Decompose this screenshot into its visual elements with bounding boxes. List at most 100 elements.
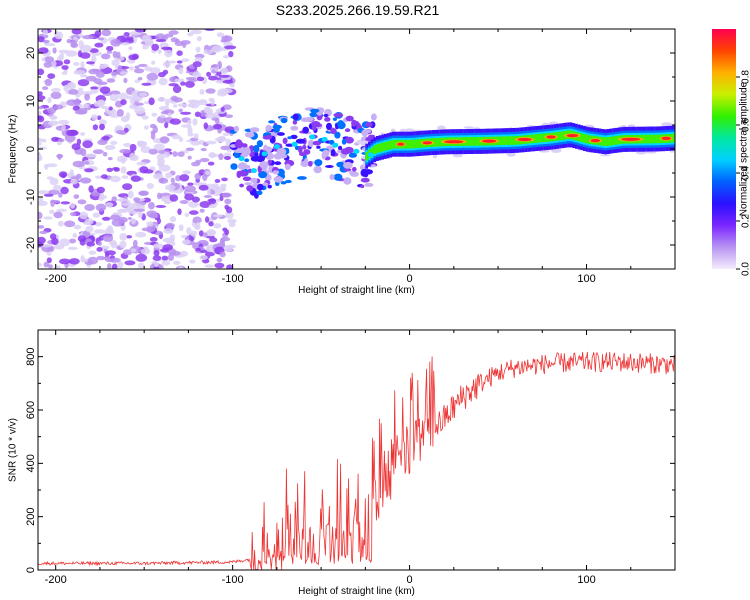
heatmap-noise-blob [130,248,137,253]
heatmap-noise-blob [189,210,199,215]
heatmap-noise-blob [95,175,103,179]
heatmap-noise-blob [132,239,138,248]
heatmap-noise-blob [203,122,209,129]
heatmap-signal-blob [242,176,252,182]
heatmap-noise-blob [157,264,164,269]
heatmap-noise-blob [49,199,61,204]
heatmap-noise-blob [153,249,160,257]
heatmap-noise-blob [88,185,94,193]
heatmap-signal-blob [233,125,239,132]
heatmap-hotspot [397,142,405,146]
heatmap-noise-blob [154,261,159,268]
heatmap-noise-blob [197,100,208,106]
heatmap-hotspot [546,135,556,139]
heatmap-signal-blob [282,137,288,144]
heatmap-noise-blob [189,259,196,264]
heatmap-signal-blob [233,151,240,159]
heatmap-carrier-band [468,137,472,146]
heatmap-noise-blob [59,238,71,247]
heatmap-signal-blob [308,160,313,167]
heatmap-noise-blob [77,87,84,96]
heatmap-signal-blob [338,145,343,151]
heatmap-noise-blob [94,42,104,48]
heatmap-noise-blob [93,229,106,234]
heatmap-noise-blob [177,151,185,157]
heatmap-noise-blob [229,83,235,88]
heatmap-noise-blob [47,264,54,269]
heatmap-noise-blob [109,257,121,263]
heatmap-noise-blob [151,43,160,51]
heatmap-noise-blob [214,118,220,124]
heatmap-noise-blob [67,82,74,88]
heatmap-noise-blob [87,256,99,265]
heatmap-noise-blob [51,237,59,246]
heatmap-noise-blob [184,80,195,88]
heatmap-sidelobe [644,151,657,154]
heatmap-noise-blob [216,71,222,76]
heatmap-noise-blob [225,114,233,118]
heatmap-noise-blob [133,68,145,74]
heatmap-noise-blob [38,211,43,220]
heatmap-noise-blob [125,235,133,239]
heatmap-noise-blob [220,145,232,151]
heatmap-noise-blob [110,214,121,221]
heatmap-noise-blob [38,106,45,110]
snr-series-line [38,351,675,570]
heatmap-noise-blob [176,50,183,56]
heatmap-noise-blob [101,136,111,141]
heatmap-carrier-band [583,134,586,143]
heatmap-bright-spot [353,148,360,154]
heatmap-noise-blob [146,221,154,227]
heatmap-noise-blob [214,262,225,269]
heatmap-noise-blob [185,147,195,152]
heatmap-carrier-band [370,147,374,157]
heatmap-noise-blob [96,186,106,194]
heatmap-noise-blob [101,245,110,250]
heatmap-noise-blob [199,89,205,95]
snr-y-axis-label: SNR (10 * v/v) [8,418,19,482]
heatmap-signal-blob [313,165,322,174]
heatmap-noise-blob [198,184,209,191]
heatmap-noise-blob [148,97,155,106]
heatmap-noise-blob [180,111,192,115]
heatmap-signal-blob [238,170,248,177]
heatmap-noise-blob [79,211,89,220]
heatmap-noise-blob [65,129,78,137]
heatmap-noise-blob [80,61,85,69]
heatmap-noise-blob [41,244,52,248]
heatmap-noise-blob [106,50,113,54]
heatmap-signal-blob [337,120,344,126]
heatmap-noise-blob [160,46,173,51]
heatmap-signal-blob [352,166,357,172]
heatmap-noise-blob [179,200,189,204]
heatmap-noise-blob [97,241,102,247]
heatmap-carrier-band [365,151,369,161]
heatmap-cells [38,29,675,269]
heatmap-noise-blob [187,182,194,186]
heatmap-noise-blob [221,177,228,182]
heatmap-noise-blob [179,250,189,257]
heatmap-noise-blob [92,124,99,131]
heatmap-noise-blob [225,138,232,147]
heatmap-noise-blob [223,55,230,59]
heatmap-noise-blob [172,151,178,157]
heatmap-signal-blob [298,145,303,154]
heatmap-carrier-band [657,134,661,144]
heatmap-noise-blob [80,74,88,78]
heatmap-noise-blob [193,133,199,139]
heatmap-noise-blob [79,177,92,184]
heatmap-hotspot [482,139,497,143]
heatmap-noise-blob [137,77,143,81]
heatmap-noise-blob [39,230,48,235]
heatmap-noise-blob [47,73,56,79]
heatmap-noise-blob [63,84,69,92]
heatmap-noise-blob [95,203,107,212]
heatmap-carrier-band [394,139,398,149]
heatmap-signal-blob [304,158,309,164]
heatmap-noise-blob [43,39,50,44]
heatmap-noise-blob [96,115,102,121]
heatmap-noise-blob [45,163,58,168]
heatmap-noise-blob [149,237,158,242]
heatmap-noise-blob [38,142,43,146]
heatmap-noise-blob [134,106,146,115]
